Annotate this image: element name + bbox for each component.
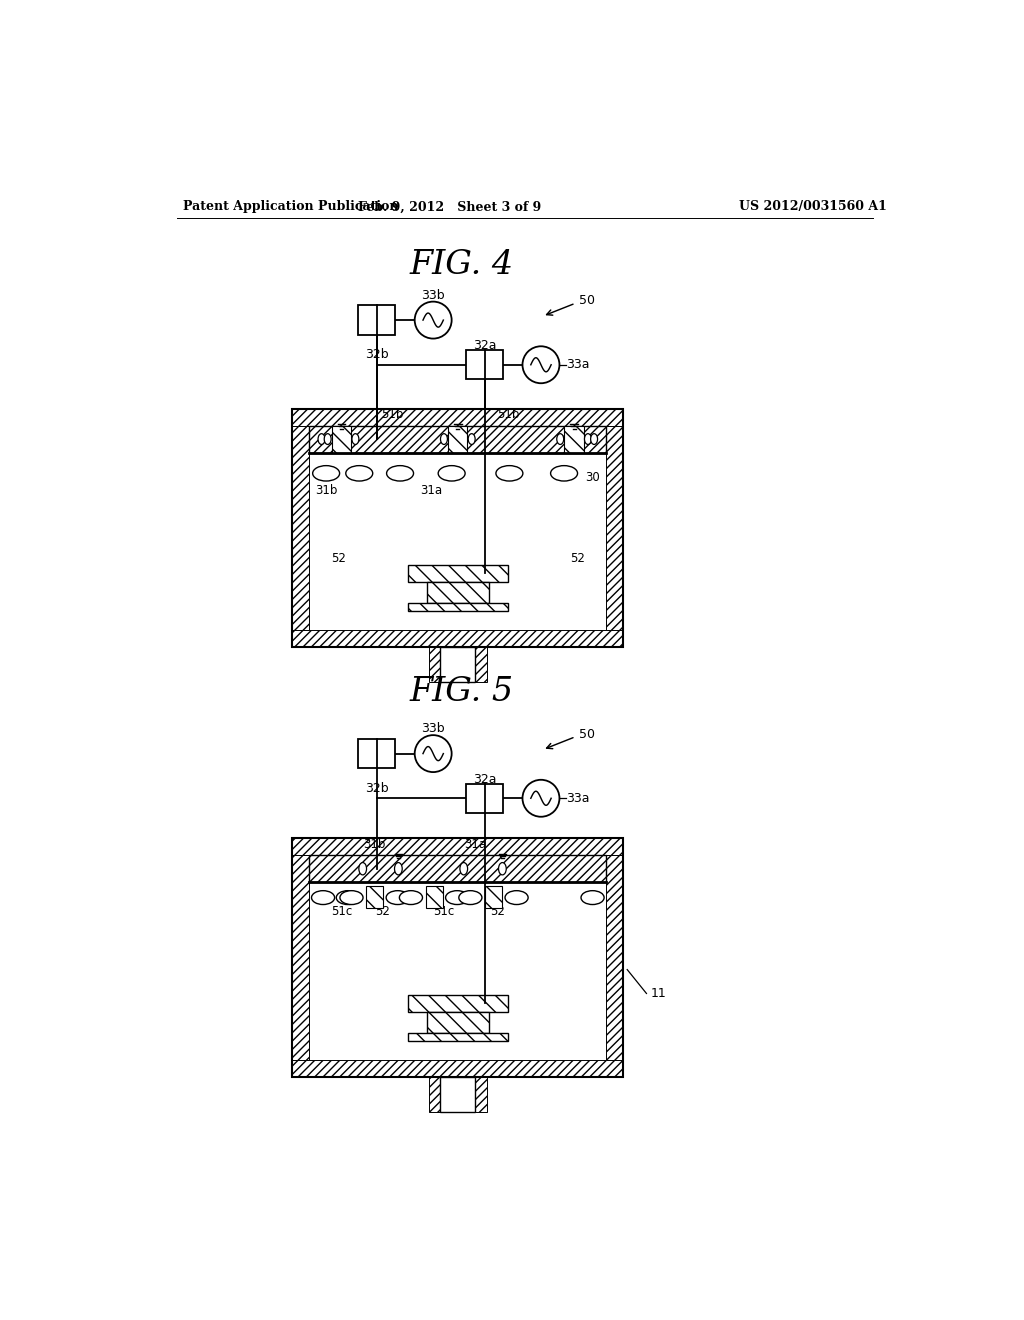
Bar: [309, 855, 606, 1060]
Ellipse shape: [438, 466, 465, 480]
Bar: [449, 425, 467, 453]
Text: FIG. 4: FIG. 4: [410, 248, 514, 281]
Ellipse shape: [440, 434, 447, 445]
Text: 11: 11: [650, 987, 666, 1001]
Ellipse shape: [340, 891, 364, 904]
Text: 30: 30: [585, 471, 600, 483]
Text: US 2012/0031560 A1: US 2012/0031560 A1: [739, 201, 887, 214]
Bar: [440, 647, 475, 682]
Bar: [427, 582, 488, 603]
Bar: [485, 886, 502, 908]
Ellipse shape: [311, 891, 335, 904]
Ellipse shape: [399, 891, 423, 904]
Text: 51b: 51b: [381, 408, 403, 421]
Text: 32a: 32a: [473, 772, 497, 785]
Ellipse shape: [394, 862, 402, 875]
Bar: [292, 409, 624, 647]
Bar: [309, 425, 606, 453]
Text: 52: 52: [489, 906, 505, 917]
Ellipse shape: [336, 891, 359, 904]
Ellipse shape: [387, 466, 414, 480]
Text: 51b: 51b: [497, 408, 519, 421]
Text: 50: 50: [579, 727, 595, 741]
Ellipse shape: [557, 434, 563, 445]
Bar: [429, 1077, 440, 1111]
Bar: [358, 739, 395, 768]
Bar: [292, 838, 624, 855]
Ellipse shape: [358, 862, 367, 875]
Bar: [358, 305, 395, 335]
Bar: [408, 565, 508, 582]
Ellipse shape: [459, 891, 482, 904]
Bar: [309, 425, 606, 631]
Text: Patent Application Publication: Patent Application Publication: [183, 201, 398, 214]
Text: 52: 52: [331, 552, 346, 565]
Text: 31a: 31a: [465, 838, 486, 851]
Bar: [292, 838, 624, 1077]
Text: 31b: 31b: [364, 838, 386, 851]
Bar: [606, 425, 624, 631]
Circle shape: [415, 302, 452, 339]
Text: 52: 52: [375, 906, 390, 917]
Ellipse shape: [445, 891, 469, 904]
Text: 31b: 31b: [315, 483, 337, 496]
Bar: [292, 1060, 624, 1077]
Text: FIG. 5: FIG. 5: [410, 676, 514, 708]
Bar: [408, 995, 508, 1011]
Bar: [466, 350, 503, 379]
Text: 51c: 51c: [332, 906, 353, 917]
Text: 52: 52: [569, 552, 585, 565]
Text: 33a: 33a: [566, 792, 590, 805]
Ellipse shape: [468, 434, 475, 445]
Bar: [426, 886, 442, 908]
Ellipse shape: [581, 891, 604, 904]
Ellipse shape: [312, 466, 340, 480]
Text: 32b: 32b: [366, 781, 389, 795]
Circle shape: [522, 346, 559, 383]
Bar: [292, 425, 309, 631]
Bar: [367, 886, 383, 908]
Text: 32a: 32a: [473, 339, 497, 352]
Bar: [466, 784, 503, 813]
Text: 51c: 51c: [433, 906, 454, 917]
Ellipse shape: [551, 466, 578, 480]
Bar: [309, 855, 606, 882]
Text: 31a: 31a: [420, 483, 442, 496]
Ellipse shape: [505, 891, 528, 904]
Text: 50: 50: [579, 294, 595, 308]
Circle shape: [415, 735, 452, 772]
Bar: [408, 1034, 508, 1040]
Ellipse shape: [591, 434, 598, 445]
Ellipse shape: [318, 434, 325, 445]
Ellipse shape: [460, 862, 468, 875]
Text: Feb. 9, 2012   Sheet 3 of 9: Feb. 9, 2012 Sheet 3 of 9: [358, 201, 542, 214]
Ellipse shape: [346, 466, 373, 480]
Ellipse shape: [386, 891, 410, 904]
Text: 33a: 33a: [566, 358, 590, 371]
Ellipse shape: [499, 862, 506, 875]
Bar: [475, 1077, 486, 1111]
Circle shape: [522, 780, 559, 817]
Bar: [332, 425, 351, 453]
Bar: [440, 1077, 475, 1111]
Bar: [292, 855, 309, 1060]
Ellipse shape: [585, 434, 592, 445]
Ellipse shape: [496, 466, 523, 480]
Ellipse shape: [352, 434, 358, 445]
Text: 33b: 33b: [421, 722, 445, 735]
Bar: [429, 647, 440, 682]
Text: 33b: 33b: [421, 289, 445, 302]
Bar: [292, 631, 624, 647]
Bar: [427, 1011, 488, 1034]
Bar: [292, 409, 624, 425]
Bar: [475, 647, 486, 682]
Bar: [408, 603, 508, 611]
Text: 32b: 32b: [366, 348, 389, 362]
Bar: [606, 855, 624, 1060]
Bar: [564, 425, 584, 453]
Ellipse shape: [325, 434, 331, 445]
